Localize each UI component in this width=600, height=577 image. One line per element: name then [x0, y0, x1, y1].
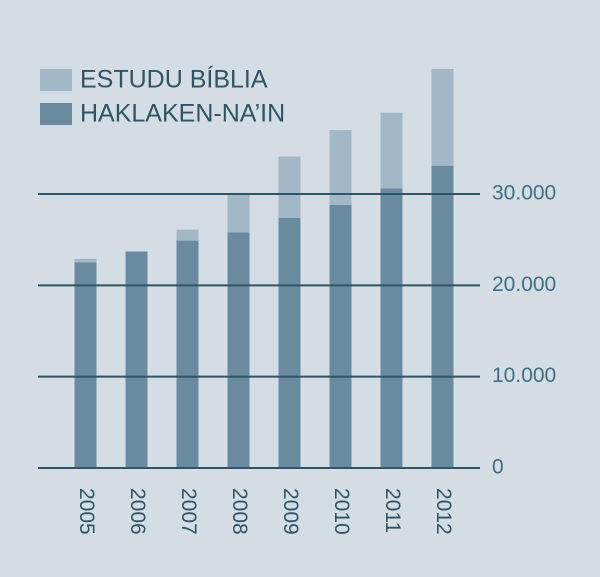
bar-segment — [329, 204, 352, 468]
bar-segment — [380, 112, 403, 189]
x-tick-label: 2005 — [75, 488, 98, 535]
x-tick-label: 2007 — [177, 488, 200, 535]
bar-segment — [431, 68, 454, 166]
x-tick-label: 2010 — [330, 488, 353, 535]
bar-segment — [125, 251, 148, 468]
y-tick-label: 20.000 — [492, 273, 556, 296]
y-tick-label: 30.000 — [492, 182, 556, 205]
bar-segment — [278, 217, 301, 468]
bar-segment — [176, 229, 199, 241]
bar-segment — [278, 156, 301, 218]
bar-segment — [227, 232, 250, 468]
bar-segment — [227, 194, 250, 233]
bar-segment — [329, 130, 352, 205]
x-tick-label: 2006 — [126, 488, 149, 535]
bar-segment — [74, 262, 97, 468]
legend-label: ESTUDU BÍBLIA — [80, 65, 268, 94]
legend-label: HAKLAKEN-NA’IN — [80, 100, 285, 128]
bar-segment — [431, 165, 454, 469]
y-tick-label: 0 — [492, 456, 504, 479]
x-tick-label: 2011 — [381, 488, 404, 533]
x-tick-label: 2009 — [279, 488, 302, 535]
bar-segment — [74, 258, 97, 263]
legend-swatch — [40, 69, 72, 91]
x-tick-label: 2008 — [228, 488, 251, 535]
legend-swatch — [40, 103, 72, 125]
bar-segment — [380, 188, 403, 468]
x-tick-label: 2012 — [432, 488, 455, 535]
y-tick-label: 10.000 — [492, 364, 556, 387]
bar-segment — [176, 240, 199, 468]
